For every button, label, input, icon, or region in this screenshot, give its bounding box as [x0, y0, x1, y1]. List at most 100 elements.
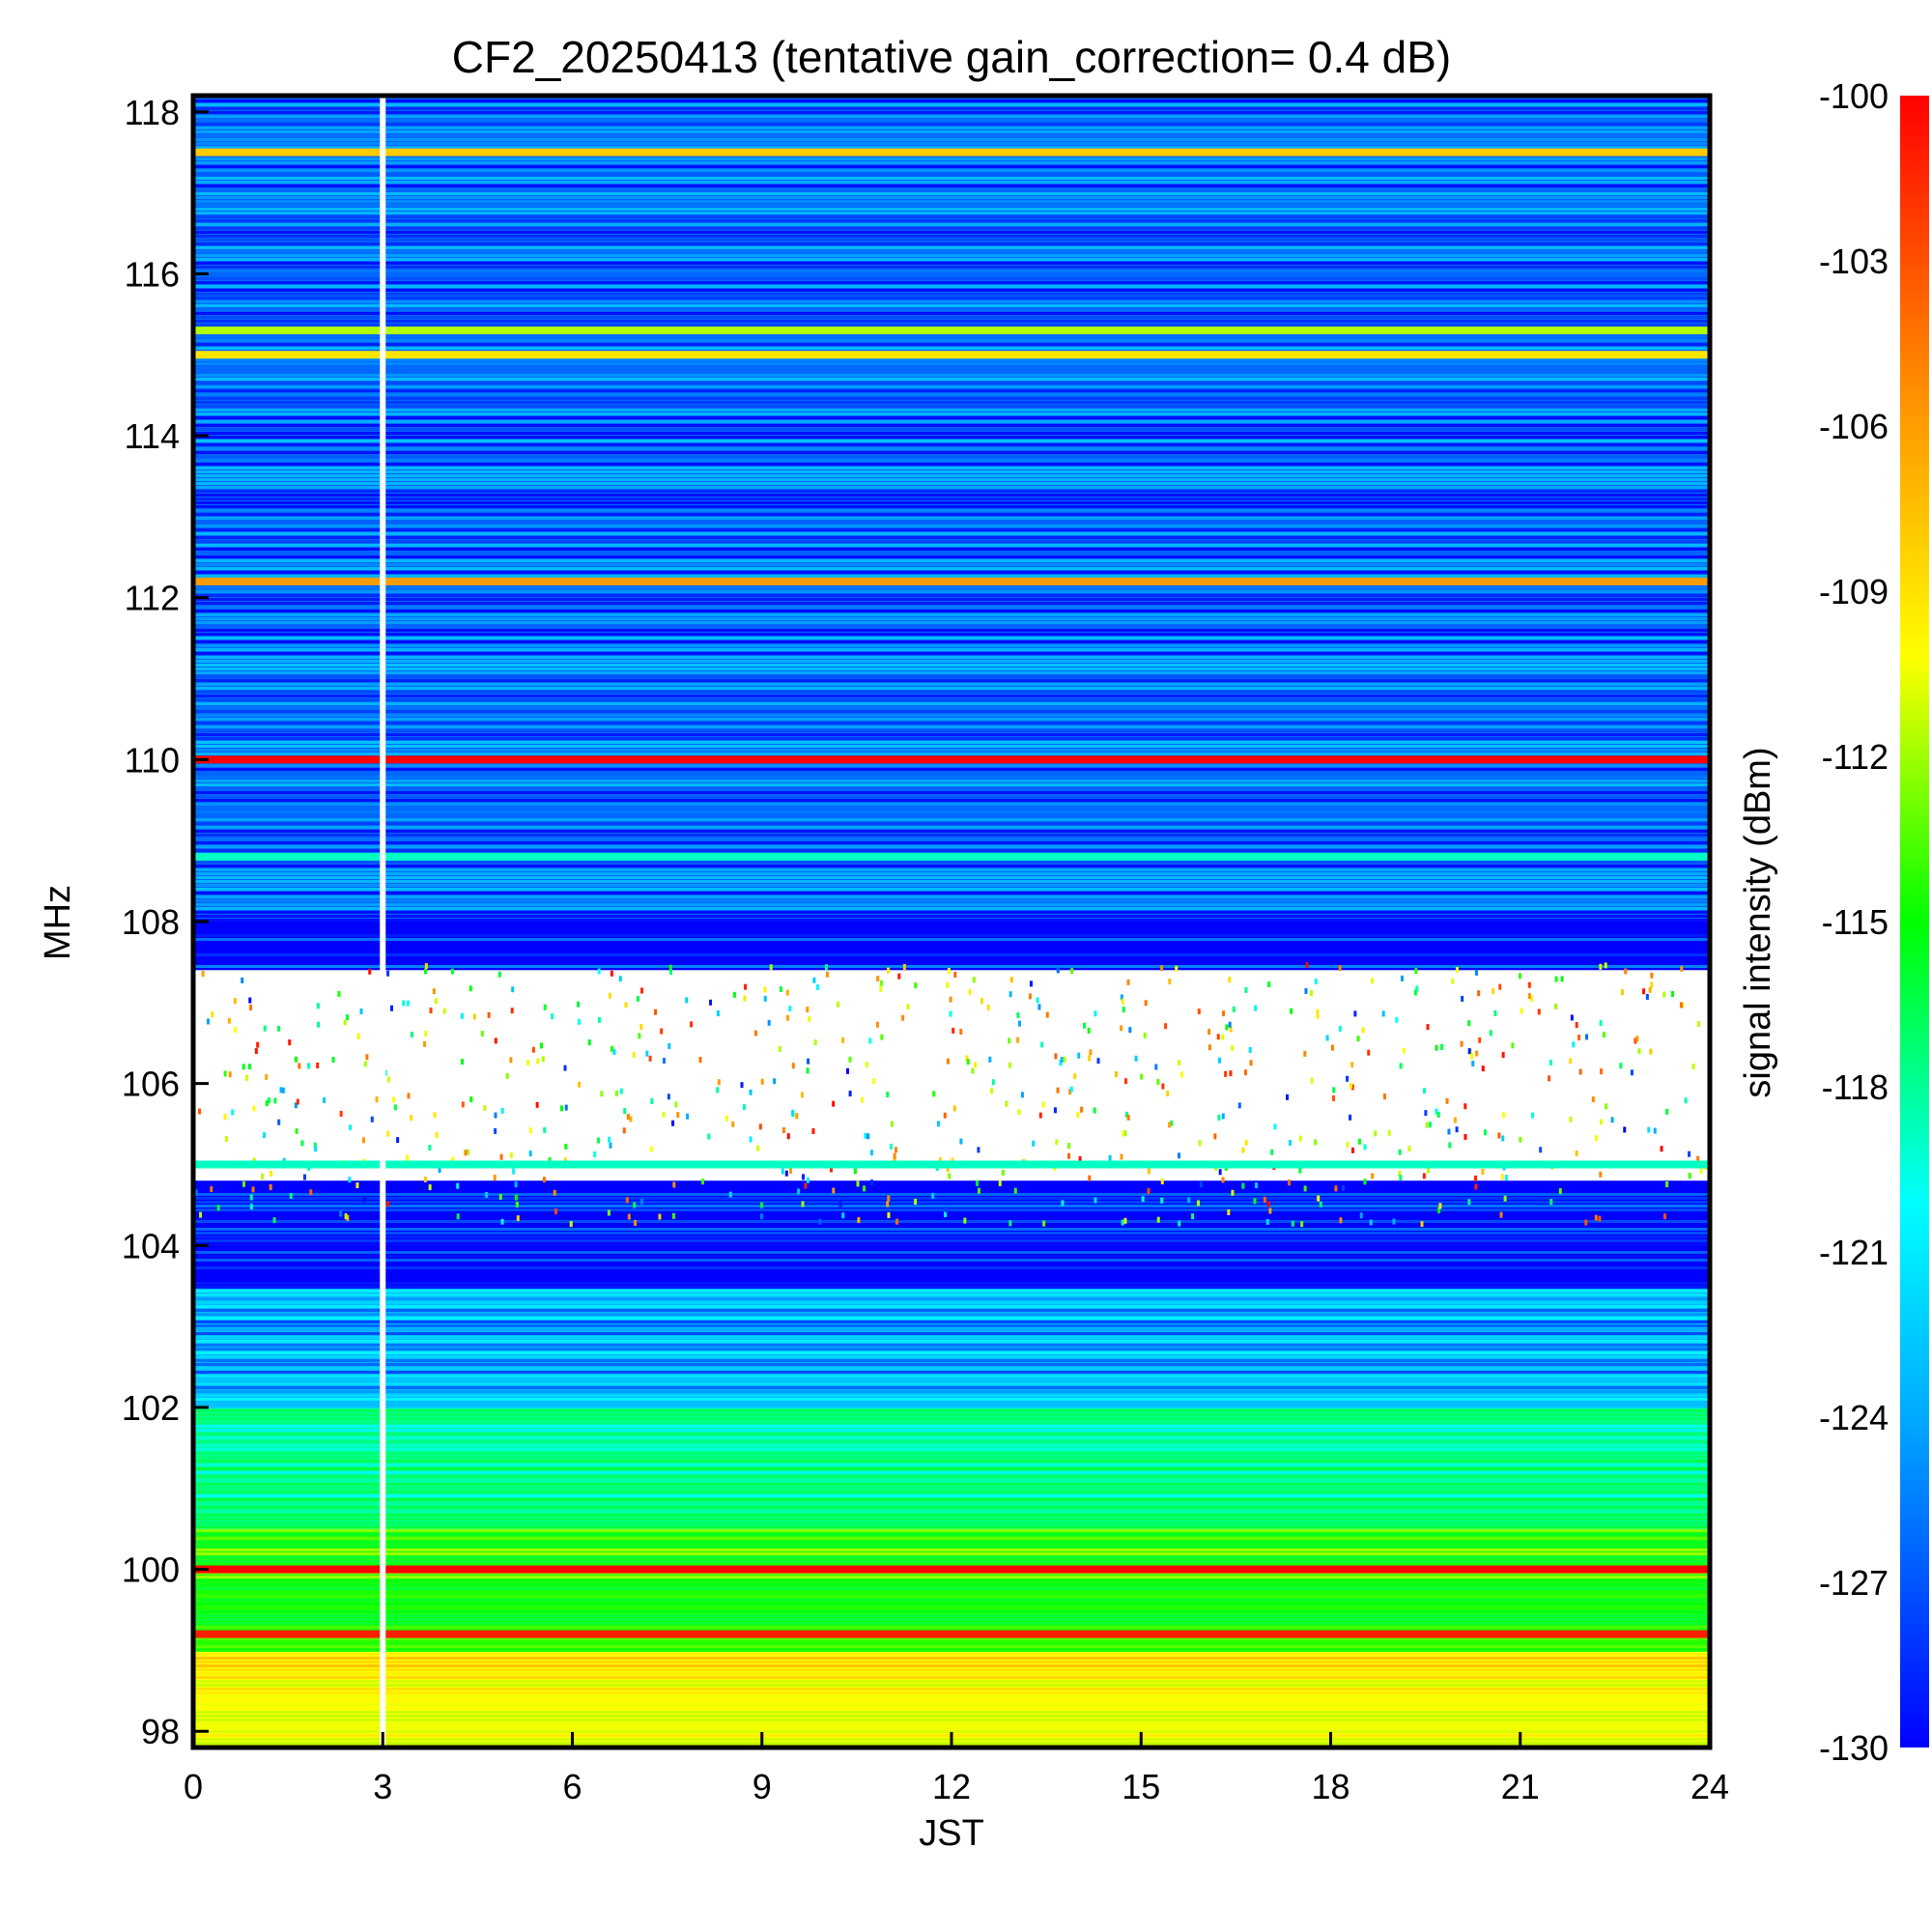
sparse-detection: [1371, 1173, 1375, 1179]
sparse-detection: [1357, 1138, 1361, 1145]
spectrum-row: [193, 494, 1710, 497]
y-tick-label: 106: [122, 1065, 180, 1104]
spectrum-row: [193, 130, 1710, 133]
carrier-line: [193, 1565, 1710, 1574]
sparse-detection: [1120, 1025, 1123, 1032]
spectrum-row: [193, 965, 1710, 968]
sparse-detection: [1168, 1122, 1172, 1128]
spectrum-row: [193, 868, 1710, 871]
sparse-detection: [662, 1111, 666, 1118]
sparse-detection: [469, 985, 472, 992]
sparse-detection: [1305, 961, 1309, 968]
sparse-detection: [1087, 1027, 1091, 1034]
sparse-detection: [1483, 1129, 1487, 1136]
spectrum-row: [193, 737, 1710, 740]
spectrum-row: [193, 1363, 1710, 1366]
sparse-detection: [1038, 1112, 1042, 1119]
sparse-detection: [1696, 1021, 1700, 1028]
spectrum-row: [193, 1529, 1710, 1532]
spectrum-row: [193, 1514, 1710, 1517]
sparse-detection: [309, 1189, 313, 1196]
spectrum-row: [193, 1587, 1710, 1590]
spectrum-row: [193, 625, 1710, 628]
colorbar-tick-label: -109: [1819, 572, 1889, 611]
sparse-detection: [370, 1116, 374, 1122]
sparse-detection: [542, 1177, 546, 1183]
sparse-detection: [1300, 1221, 1304, 1228]
sparse-detection: [515, 1202, 519, 1208]
sparse-detection: [1229, 1026, 1233, 1033]
sparse-detection: [1316, 1012, 1320, 1019]
spectrum-row: [193, 107, 1710, 110]
sparse-detection: [716, 1010, 720, 1017]
sparse-detection: [1121, 998, 1124, 1005]
spectrum-row: [193, 1197, 1710, 1200]
spectrum-row: [193, 1719, 1710, 1721]
spectrum-row: [193, 254, 1710, 257]
sparse-detection: [864, 1132, 867, 1139]
sparse-detection: [294, 1056, 298, 1063]
sparse-detection: [1040, 1041, 1044, 1048]
sparse-detection: [1008, 1037, 1011, 1044]
spectrum-row: [193, 895, 1710, 898]
sparse-detection: [1575, 1151, 1578, 1157]
sparse-detection: [832, 1100, 836, 1107]
sparse-detection: [1067, 1152, 1071, 1159]
sparse-detection: [1164, 1023, 1168, 1030]
spectrum-row: [193, 613, 1710, 616]
sparse-detection: [1094, 1010, 1097, 1017]
spectrum-row: [193, 1181, 1710, 1184]
spectrum-row: [193, 1471, 1710, 1474]
sparse-detection: [914, 1198, 918, 1205]
y-tick-label: 114: [125, 416, 180, 456]
sparse-detection: [1634, 1037, 1637, 1044]
sparse-detection: [1481, 1065, 1485, 1072]
spectrum-row: [193, 1317, 1710, 1320]
sparse-detection: [1123, 1078, 1127, 1085]
spectrum-row: [193, 787, 1710, 790]
sparse-detection: [1570, 1014, 1574, 1021]
sparse-detection: [1595, 1135, 1599, 1142]
colorbar-tick-label: -124: [1819, 1398, 1889, 1437]
spectrum-row: [193, 208, 1710, 211]
sparse-detection: [638, 1033, 641, 1039]
y-tick-label: 108: [122, 902, 180, 942]
sparse-detection: [1531, 1112, 1535, 1119]
spectrum-row: [193, 668, 1710, 670]
sparse-detection: [791, 1109, 795, 1116]
sparse-detection: [1020, 1092, 1024, 1098]
spectrum-row: [193, 1715, 1710, 1718]
sparse-detection: [1477, 990, 1481, 997]
sparse-detection: [876, 976, 880, 982]
spectrum-row: [193, 1506, 1710, 1509]
sparse-detection: [1224, 1070, 1228, 1077]
sparse-detection: [865, 1062, 868, 1068]
spectrum-row: [193, 161, 1710, 164]
spectrum-row: [193, 1452, 1710, 1455]
sparse-detection: [1217, 1057, 1221, 1064]
sparse-detection: [569, 1221, 573, 1228]
sparse-detection: [1197, 1009, 1201, 1015]
sparse-detection: [872, 1078, 876, 1085]
sparse-detection: [1591, 1096, 1595, 1103]
sparse-detection: [671, 1120, 675, 1126]
sparse-detection: [273, 1097, 277, 1104]
sparse-detection: [345, 1014, 349, 1021]
sparse-detection: [813, 1039, 817, 1046]
spectrum-row: [193, 219, 1710, 222]
sparse-detection: [1478, 1037, 1482, 1043]
sparse-detection: [460, 1012, 464, 1019]
sparse-detection: [410, 1115, 413, 1122]
sparse-detection: [1585, 1034, 1589, 1040]
sparse-detection: [348, 1177, 352, 1183]
spectrum-row: [193, 277, 1710, 280]
sparse-detection: [1374, 1130, 1378, 1137]
sparse-detection: [1338, 964, 1342, 971]
sparse-detection: [1688, 1173, 1691, 1179]
sparse-detection: [466, 1149, 469, 1155]
sparse-detection: [1584, 1219, 1588, 1226]
spectrum-row: [193, 497, 1710, 500]
sparse-detection: [438, 1167, 441, 1174]
spectrum-row: [193, 899, 1710, 902]
sparse-detection: [1088, 1175, 1092, 1181]
